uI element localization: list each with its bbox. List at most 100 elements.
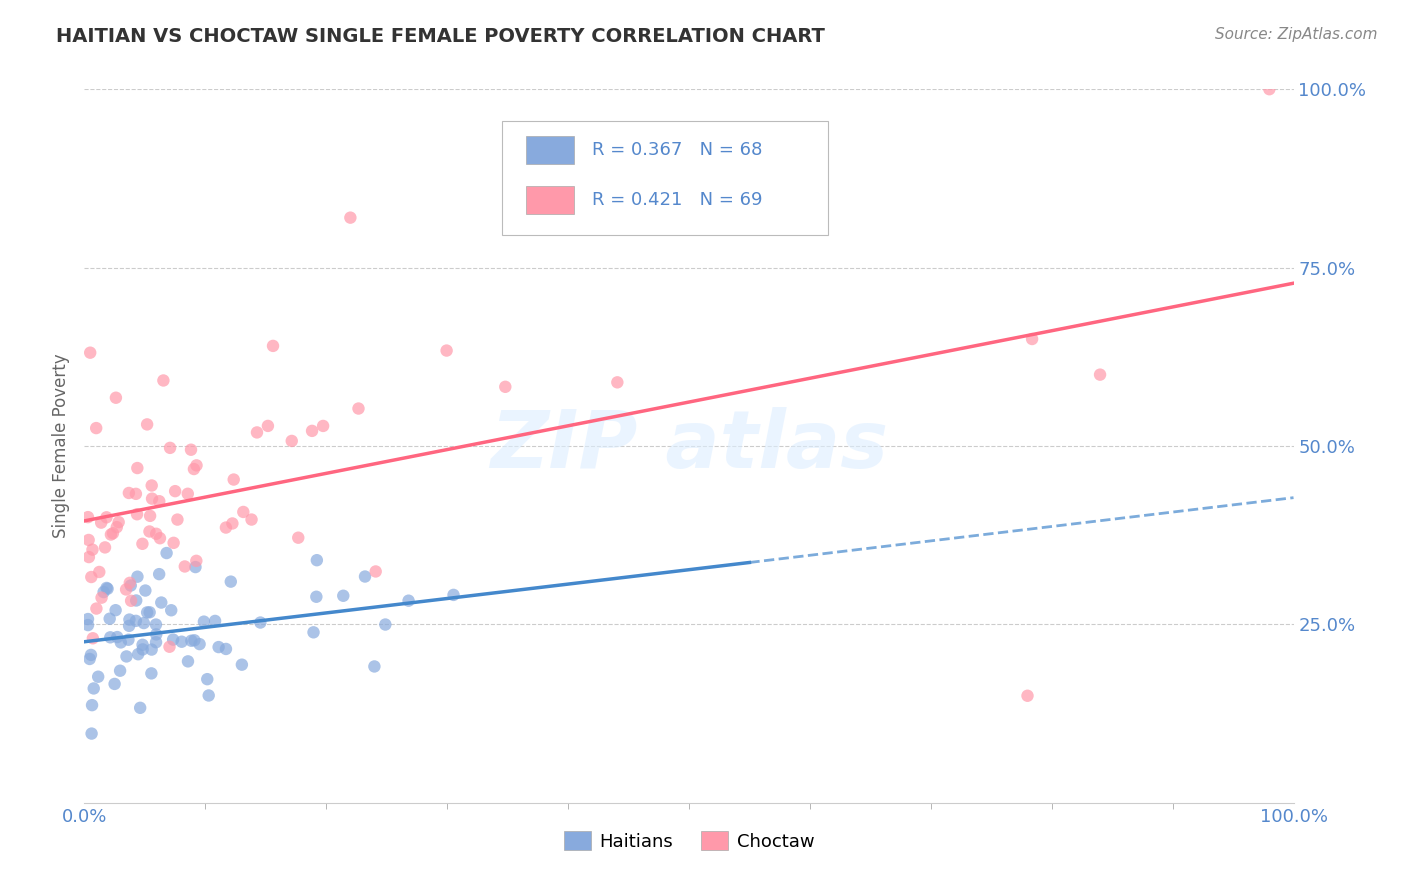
Point [1258, 82, 1281, 96]
Point [173, 559, 195, 574]
Point [104, 391, 127, 405]
Point [170, 634, 193, 648]
Point [104, 603, 127, 617]
Point [231, 657, 253, 672]
Legend: Haitians, Choctaw: Haitians, Choctaw [557, 824, 821, 858]
Point [184, 560, 207, 574]
Point [117, 632, 139, 647]
Point [1021, 332, 1043, 346]
Point [347, 401, 370, 416]
Point [436, 343, 458, 358]
Point [280, 434, 302, 448]
Point [138, 605, 160, 619]
Point [125, 614, 148, 628]
Point [97, 582, 120, 596]
Point [127, 461, 149, 475]
Point [207, 640, 229, 654]
Point [80, 570, 103, 584]
Text: Source: ZipAtlas.com: Source: ZipAtlas.com [1215, 27, 1378, 42]
Point [86, 601, 108, 615]
Point [148, 567, 170, 582]
Point [96, 510, 118, 524]
Point [94, 541, 117, 555]
Point [215, 642, 238, 657]
Point [219, 574, 242, 589]
Point [141, 478, 163, 492]
Point [80, 726, 103, 740]
Point [183, 633, 205, 648]
Point [162, 632, 184, 647]
Point [141, 642, 163, 657]
Point [183, 462, 205, 476]
Point [127, 570, 149, 584]
Point [197, 689, 219, 703]
Point [118, 613, 141, 627]
Point [145, 627, 167, 641]
Point [93, 585, 115, 599]
Point [136, 606, 159, 620]
Point [105, 630, 128, 644]
Point [131, 638, 153, 652]
Point [188, 637, 211, 651]
FancyBboxPatch shape [526, 186, 574, 214]
Point [301, 424, 323, 438]
Point [98, 612, 121, 626]
Point [186, 458, 208, 473]
Point [364, 565, 387, 579]
Point [221, 516, 243, 531]
Point [96, 581, 118, 595]
Point [104, 677, 127, 691]
Text: R = 0.421   N = 69: R = 0.421 N = 69 [592, 191, 762, 209]
Point [148, 494, 170, 508]
Point [150, 596, 173, 610]
Point [159, 640, 181, 654]
Point [141, 491, 163, 506]
Point [90, 516, 112, 530]
Point [177, 487, 200, 501]
Point [118, 619, 141, 633]
Point [287, 531, 309, 545]
Point [132, 616, 155, 631]
Point [1088, 368, 1111, 382]
Point [82, 632, 104, 646]
Point [127, 647, 149, 661]
Point [240, 512, 263, 526]
Point [180, 442, 202, 457]
Point [89, 565, 111, 579]
Point [131, 537, 153, 551]
Point [443, 588, 465, 602]
Point [141, 666, 163, 681]
Point [100, 527, 122, 541]
Point [138, 524, 160, 539]
Point [110, 635, 132, 649]
Point [305, 590, 328, 604]
Point [118, 486, 141, 500]
Point [101, 526, 124, 541]
Point [177, 654, 200, 668]
Point [339, 211, 361, 225]
Point [606, 376, 628, 390]
Point [79, 345, 101, 359]
Point [165, 484, 187, 499]
Point [77, 510, 100, 524]
Point [193, 615, 215, 629]
Point [139, 508, 162, 523]
Point [129, 701, 152, 715]
Point [118, 575, 141, 590]
Point [80, 648, 103, 662]
Point [159, 441, 181, 455]
Point [134, 583, 156, 598]
Point [222, 473, 245, 487]
Point [145, 526, 167, 541]
Point [374, 617, 396, 632]
Point [83, 681, 105, 696]
Point [120, 594, 142, 608]
Point [108, 664, 131, 678]
Text: HAITIAN VS CHOCTAW SINGLE FEMALE POVERTY CORRELATION CHART: HAITIAN VS CHOCTAW SINGLE FEMALE POVERTY… [56, 27, 825, 45]
Point [162, 536, 184, 550]
Point [166, 512, 188, 526]
Point [125, 508, 148, 522]
Point [131, 642, 153, 657]
Point [232, 505, 254, 519]
Point [363, 659, 385, 673]
